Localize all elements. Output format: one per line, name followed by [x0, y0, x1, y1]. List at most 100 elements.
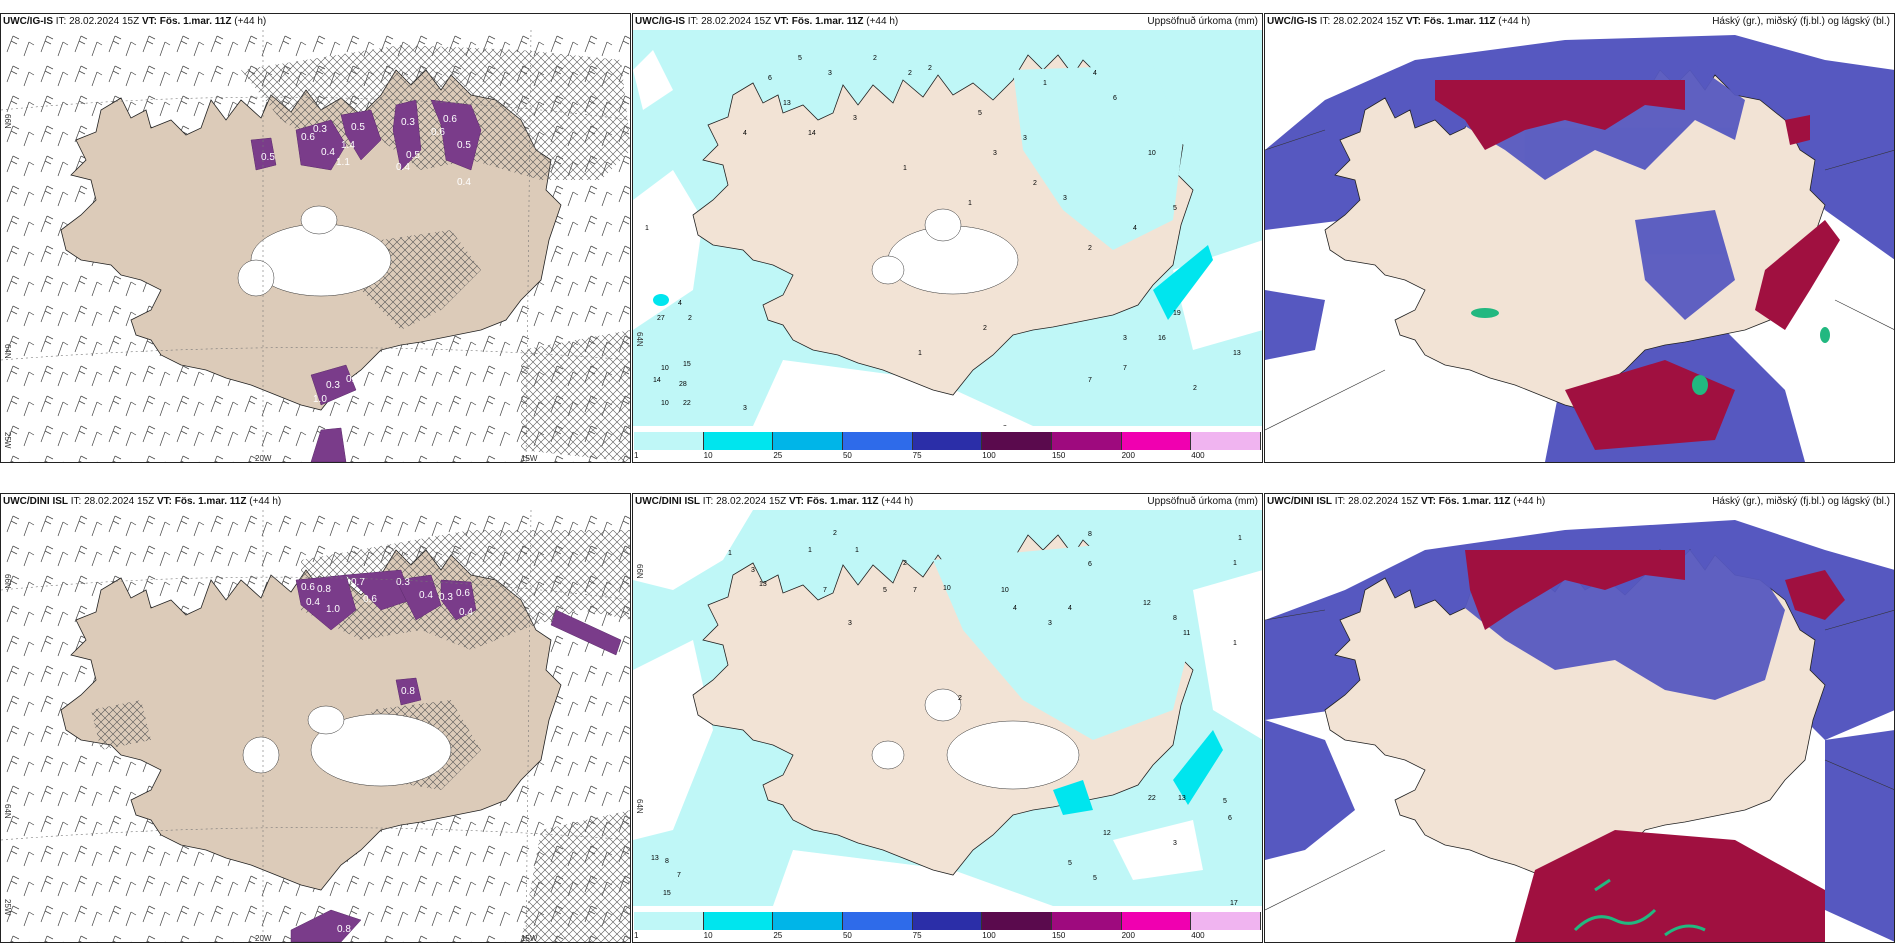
- colorbar-tick: 10: [703, 931, 713, 940]
- lon-label: 25W: [3, 432, 12, 449]
- colorbar-swatch: [1191, 432, 1261, 450]
- model-name: UWC/IG-IS: [3, 16, 53, 27]
- it-label: IT:: [1319, 16, 1331, 27]
- precip-value: 7: [677, 872, 681, 879]
- lon-label: 20W: [255, 454, 272, 463]
- precip-value: 3: [1123, 335, 1127, 342]
- precip-value: 2: [1193, 385, 1197, 392]
- colorbar-tick: 75: [912, 931, 922, 940]
- colorbar-swatch: [1121, 432, 1192, 450]
- lat-label: 64N: [3, 804, 12, 819]
- cloud-map: [1265, 510, 1894, 942]
- precip-colorbar: 1 10 25 50 75 100 150 200 400: [634, 432, 1261, 460]
- precip-value: 15: [683, 361, 691, 368]
- it-label: IT:: [55, 16, 67, 27]
- colorbar-swatch: [982, 432, 1052, 450]
- precip-value: 2: [928, 65, 932, 72]
- precip-map: 1 2 1 1 3 13 7 7 5 2 8 1 3 6 10 4 3 4 12…: [633, 510, 1262, 906]
- colorbar-swatch: [842, 432, 913, 450]
- precip-value: 22: [1148, 795, 1156, 802]
- precip-value: 6: [1113, 95, 1117, 102]
- precip-value: 6: [1088, 561, 1092, 568]
- precip-value: 1: [855, 547, 859, 554]
- vt-value: Fös. 1.mar. 11Z: [159, 16, 232, 27]
- precip-value: 5: [1093, 875, 1097, 882]
- vt-label: VT:: [1420, 496, 1436, 507]
- colorbar-swatch: [842, 912, 913, 930]
- precip-value: 1: [1233, 640, 1237, 647]
- snow-value: 0.6: [301, 582, 315, 593]
- precip-value: 13: [783, 100, 791, 107]
- it-value: 28.02.2024 15Z: [701, 16, 772, 27]
- precip-value: 2: [688, 315, 692, 322]
- precip-value: 13: [651, 855, 659, 862]
- panel-precip-ig: UWC/IG-IS IT: 28.02.2024 15Z VT: Fös. 1.…: [632, 13, 1263, 463]
- field-title: Háský (gr.), miðský (fj.bl.) og lágský (…: [1712, 496, 1890, 507]
- snow-value: 0.6: [443, 114, 457, 125]
- it-label: IT:: [702, 496, 714, 507]
- lat-label: 66N: [3, 114, 12, 129]
- field-title: Uppsöfnuð úrkoma (mm): [1147, 496, 1258, 507]
- precip-value: 10: [1148, 150, 1156, 157]
- vt-label: VT:: [1405, 16, 1421, 27]
- precip-value: 10: [661, 365, 669, 372]
- precip-value: 14: [653, 377, 661, 384]
- lat-label: 64N: [3, 344, 12, 359]
- vt-label: VT:: [141, 16, 157, 27]
- colorbar-tick: 10: [703, 451, 713, 460]
- precip-colorbar: 1 10 25 50 75 100 150 200 400: [634, 912, 1261, 940]
- panel-header: UWC/IG-IS IT: 28.02.2024 15Z VT: Fös. 1.…: [1, 14, 630, 30]
- precip-value: 1: [918, 350, 922, 357]
- snow-value: 0.6: [456, 588, 470, 599]
- precip-value: 5: [883, 587, 887, 594]
- vt-value: Fös. 1.mar. 11Z: [174, 496, 247, 507]
- precip-value: 2: [903, 560, 907, 567]
- precip-value: 13: [759, 581, 767, 588]
- lon-label: 15W: [521, 454, 538, 463]
- snow-value: 0.5: [351, 122, 365, 133]
- precip-value: 7: [823, 587, 827, 594]
- snow-value: 0.4: [306, 597, 320, 608]
- snow-value: 1.0: [326, 604, 340, 615]
- wind-map: 0.6 0.8 0.4 1.0 0.7 0.6 0.3 0.6 0.3 0.4 …: [1, 510, 630, 942]
- panel-precip-dini: UWC/DINI ISL IT: 28.02.2024 15Z VT: Fös.…: [632, 493, 1263, 943]
- precip-value: 1: [728, 550, 732, 557]
- snow-value: 0.4: [459, 607, 473, 618]
- precip-value: 1: [645, 225, 649, 232]
- colorbar-swatch: [982, 912, 1052, 930]
- precip-value: 8: [1003, 425, 1007, 426]
- colorbar-swatch: [912, 912, 983, 930]
- colorbar-tick: 400: [1191, 451, 1205, 460]
- lead-time: (+44 h): [1513, 496, 1546, 507]
- precip-value: 4: [1093, 70, 1097, 77]
- colorbar-tick: 100: [982, 451, 996, 460]
- precip-value: 2: [833, 530, 837, 537]
- snow-value: 0.3: [313, 124, 327, 135]
- precip-value: 10: [661, 400, 669, 407]
- snow-value: 0.3: [346, 374, 360, 385]
- snow-value: 1.4: [341, 140, 355, 151]
- lat-label: 66N: [3, 574, 12, 589]
- panel-header: UWC/DINI ISL IT: 28.02.2024 15Z VT: Fös.…: [1, 494, 630, 510]
- precip-map: 5 2 2 2 3 6 3 4 13 14 5 4 3 3 2 1 1 1 4 …: [633, 30, 1262, 426]
- precip-value: 1: [903, 165, 907, 172]
- colorbar-swatch: [1121, 912, 1192, 930]
- colorbar-tick: 25: [773, 451, 783, 460]
- colorbar-swatch: [912, 432, 983, 450]
- precip-value: 12: [1103, 830, 1111, 837]
- precip-value: 19: [1173, 310, 1181, 317]
- precip-value: 4: [743, 130, 747, 137]
- model-name: UWC/DINI ISL: [3, 496, 68, 507]
- snow-value: 0.8: [337, 924, 351, 935]
- colorbar-tick: 1: [634, 451, 639, 460]
- precip-value: 7: [1088, 377, 1092, 384]
- precip-value: 3: [828, 70, 832, 77]
- model-name: UWC/IG-IS: [635, 16, 685, 27]
- precip-value: 2: [983, 325, 987, 332]
- it-label: IT:: [1334, 496, 1346, 507]
- precip-value: 5: [1068, 860, 1072, 867]
- precip-value: 5: [1223, 798, 1227, 805]
- colorbar-tick: 200: [1121, 451, 1135, 460]
- panel-cloud-ig: UWC/IG-IS IT: 28.02.2024 15Z VT: Fös. 1.…: [1264, 13, 1895, 463]
- wind-map: 0.6 0.3 0.4 1.4 0.5 0.4 0.3 1.1 0.5 0.6 …: [1, 30, 630, 462]
